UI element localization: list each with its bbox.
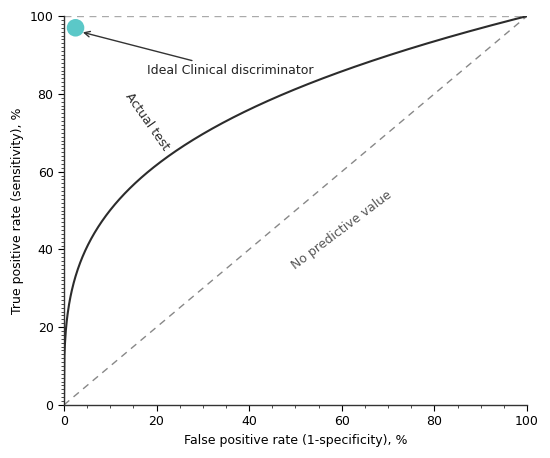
Text: Actual test: Actual test bbox=[123, 90, 172, 153]
Y-axis label: True positive rate (sensitivity), %: True positive rate (sensitivity), % bbox=[11, 107, 24, 314]
Point bbox=[71, 24, 80, 32]
X-axis label: False positive rate (1-specificity), %: False positive rate (1-specificity), % bbox=[184, 434, 407, 447]
Text: Ideal Clinical discriminator: Ideal Clinical discriminator bbox=[84, 32, 314, 77]
Text: No predictive value: No predictive value bbox=[289, 188, 394, 272]
